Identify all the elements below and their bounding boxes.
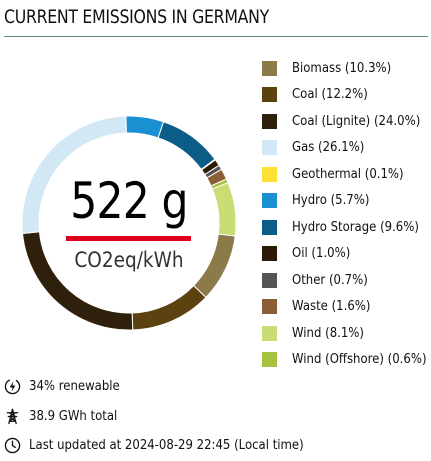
- legend-label: Coal (12.2%): [292, 87, 368, 103]
- legend-label: Waste (1.6%): [292, 299, 371, 315]
- legend-swatch: [262, 272, 277, 288]
- legend-label: Biomass (10.3%): [292, 60, 392, 76]
- legend-swatch: [262, 325, 277, 341]
- title-divider: [4, 36, 428, 37]
- legend-label: Wind (8.1%): [292, 325, 364, 341]
- legend-item: Coal (Lignite) (24.0%): [262, 108, 431, 135]
- page-title: CURRENT EMISSIONS IN GERMANY: [4, 6, 269, 28]
- legend-label: Gas (26.1%): [292, 140, 365, 156]
- legend-swatch: [262, 60, 277, 76]
- legend-label: Wind (Offshore) (0.6%): [292, 352, 427, 368]
- emissions-unit: CO2eq/kWh: [74, 248, 184, 272]
- legend-swatch: [262, 166, 277, 182]
- legend-label: Other (0.7%): [292, 272, 368, 288]
- legend-label: Hydro Storage (9.6%): [292, 219, 419, 235]
- legend-item: Waste (1.6%): [262, 294, 431, 321]
- legend-label: Oil (1.0%): [292, 246, 351, 262]
- legend-label: Hydro (5.7%): [292, 193, 370, 209]
- donut-slice-wind: [211, 181, 237, 237]
- lightning-circle-icon: [4, 379, 21, 395]
- legend-swatch: [262, 113, 277, 129]
- chart-legend: Biomass (10.3%) Coal (12.2%) Coal (Lignite…: [262, 55, 431, 373]
- legend-item: Other (0.7%): [262, 267, 431, 294]
- legend-item: Oil (1.0%): [262, 241, 431, 268]
- legend-swatch: [262, 87, 277, 103]
- donut-slice-coal: [21, 231, 134, 331]
- stat-renewable: 34% renewable: [4, 372, 334, 402]
- donut-slice-coal: [131, 284, 207, 331]
- legend-item: Gas (26.1%): [262, 135, 431, 162]
- legend-swatch: [262, 193, 277, 209]
- legend-item: Biomass (10.3%): [262, 55, 431, 82]
- clock-icon: [4, 438, 21, 454]
- stat-total: 38.9 GWh total: [4, 402, 334, 432]
- donut-slice-hydro-storage: [157, 121, 216, 171]
- legend-label: Coal (Lignite) (24.0%): [292, 113, 421, 129]
- power-tower-icon: [6, 408, 19, 424]
- total-generation: 38.9 GWh total: [29, 408, 118, 424]
- legend-label: Geothermal (0.1%): [292, 166, 404, 182]
- emissions-indicator-bar: [66, 236, 191, 241]
- legend-swatch: [262, 352, 277, 368]
- renewable-share: 34% renewable: [29, 379, 120, 395]
- legend-item: Wind (8.1%): [262, 320, 431, 347]
- stats-panel: 34% renewable 38.9 GWh total Last update…: [4, 372, 334, 461]
- legend-item: Hydro (5.7%): [262, 188, 431, 215]
- donut-slice-hydro: [125, 115, 165, 139]
- legend-swatch: [262, 299, 277, 315]
- donut-slice-biomass: [192, 233, 236, 299]
- legend-item: Wind (Offshore) (0.6%): [262, 347, 431, 374]
- last-updated: Last updated at 2024-08-29 22:45 (Local …: [29, 438, 304, 454]
- stat-updated: Last updated at 2024-08-29 22:45 (Local …: [4, 431, 334, 461]
- legend-item: Geothermal (0.1%): [262, 161, 431, 188]
- emissions-donut-chart: [21, 115, 237, 331]
- legend-swatch: [262, 246, 277, 262]
- legend-item: Coal (12.2%): [262, 82, 431, 109]
- legend-item: Hydro Storage (9.6%): [262, 214, 431, 241]
- emissions-value: 522 g: [70, 172, 188, 230]
- legend-swatch: [262, 219, 277, 235]
- legend-swatch: [262, 140, 277, 156]
